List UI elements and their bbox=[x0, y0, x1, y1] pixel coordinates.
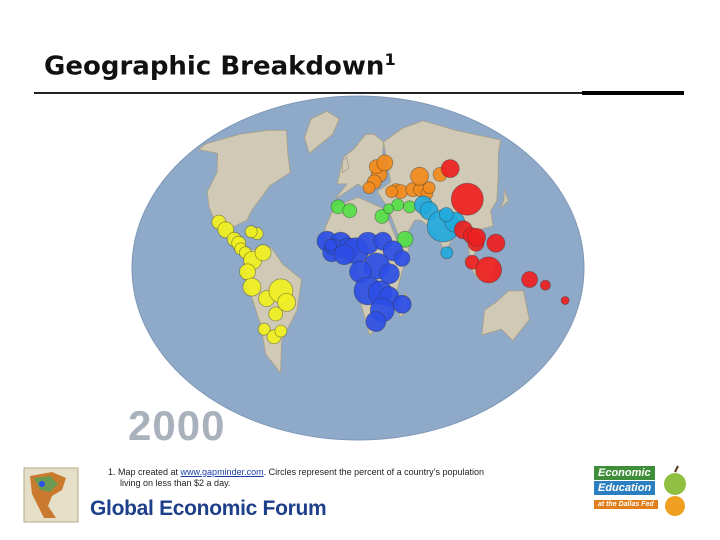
poverty-bubbles bbox=[211, 154, 570, 345]
bubble-sub_saharan_africa bbox=[393, 249, 411, 267]
bubble-americas bbox=[254, 244, 272, 262]
bubble-middle_east_north_africa bbox=[374, 208, 390, 224]
slide-title-text: Geographic Breakdown bbox=[44, 51, 385, 82]
bubble-south_asia bbox=[438, 207, 454, 222]
logo-education: Education bbox=[594, 481, 656, 495]
bubble-europe_central_asia bbox=[362, 181, 376, 195]
bubble-east_asia_pacific bbox=[540, 279, 551, 291]
bubble-middle_east_north_africa bbox=[342, 203, 358, 219]
forum-name: Global Economic Forum bbox=[90, 497, 327, 520]
landmass-uk bbox=[341, 156, 350, 174]
title-underline-accent bbox=[582, 91, 684, 95]
bubble-east_asia_pacific bbox=[450, 182, 484, 216]
bubble-east_asia_pacific bbox=[521, 271, 538, 288]
bubble-americas bbox=[244, 225, 258, 239]
year-label: 2000 bbox=[128, 402, 226, 449]
logo-dallas-fed: at the Dallas Fed bbox=[594, 500, 658, 509]
bubble-americas bbox=[217, 221, 235, 239]
bubble-sub_saharan_africa bbox=[378, 263, 400, 285]
bubble-sub_saharan_africa bbox=[392, 294, 412, 314]
bubble-east_asia_pacific bbox=[475, 256, 503, 284]
apple-icon bbox=[664, 465, 686, 516]
bubble-east_asia_pacific bbox=[486, 233, 506, 253]
bubble-americas bbox=[268, 306, 284, 322]
bubble-americas bbox=[242, 277, 262, 297]
bubble-east_asia_pacific bbox=[560, 296, 570, 305]
bubble-americas bbox=[257, 322, 271, 336]
americas-globe-logo bbox=[23, 467, 79, 523]
bubble-middle_east_north_africa bbox=[383, 203, 395, 215]
bubble-middle_east_north_africa bbox=[396, 230, 414, 248]
footnote: 1. Map created at www.gapminder.com. Cir… bbox=[108, 467, 558, 489]
bubble-east_asia_pacific bbox=[440, 159, 460, 179]
bubble-middle_east_north_africa bbox=[403, 200, 417, 214]
footnote-suffix: . Circles represent the percent of a cou… bbox=[263, 467, 485, 477]
landmass-greenland bbox=[304, 110, 340, 154]
bubble-sub_saharan_africa bbox=[333, 244, 355, 266]
landmass-australia bbox=[481, 290, 530, 342]
slide-title: Geographic Breakdown1 bbox=[44, 50, 396, 82]
bubble-sub_saharan_africa bbox=[365, 311, 387, 332]
bubble-americas bbox=[239, 263, 256, 281]
bubble-sub_saharan_africa bbox=[324, 238, 338, 252]
bubble-east_asia_pacific bbox=[467, 227, 487, 247]
bubble-americas bbox=[274, 324, 288, 338]
logo-economic: Economic bbox=[594, 466, 655, 480]
bubble-south_asia bbox=[440, 246, 454, 260]
landmass-japan bbox=[499, 189, 509, 210]
economic-education-logo: Economic Education at the Dallas Fed bbox=[590, 462, 690, 520]
bubble-americas bbox=[277, 292, 297, 312]
bubble-europe_central_asia bbox=[422, 181, 436, 195]
footnote-line-2: living on less than $2 a day. bbox=[120, 478, 231, 488]
title-underline bbox=[34, 92, 684, 94]
gapminder-link[interactable]: www.gapminder.com bbox=[180, 467, 264, 477]
title-footnote-marker: 1 bbox=[384, 50, 396, 69]
footnote-prefix: 1. Map created at bbox=[108, 467, 181, 477]
bubble-europe_central_asia bbox=[376, 154, 394, 172]
bubble-europe_central_asia bbox=[385, 185, 399, 199]
bubble-europe_central_asia bbox=[410, 166, 430, 186]
